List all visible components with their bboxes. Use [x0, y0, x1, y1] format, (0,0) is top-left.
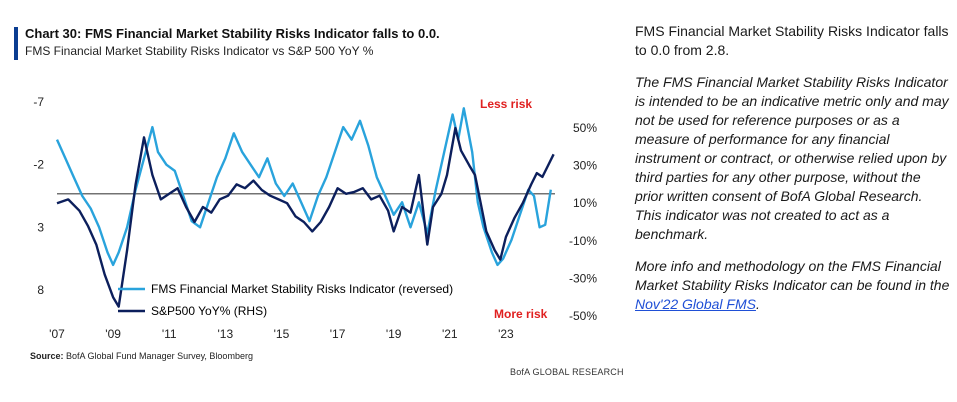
left-tick-label: 8 [37, 283, 44, 297]
annotation-less-risk: Less risk [480, 97, 532, 111]
x-tick-label: '17 [330, 327, 346, 341]
more-info-text: More info and methodology on the FMS Fin… [635, 258, 950, 293]
left-tick-label: 3 [37, 220, 44, 234]
title-accent-bar [14, 27, 18, 60]
x-tick-label: '19 [386, 327, 402, 341]
chart-subtitle: FMS Financial Market Stability Risks Ind… [25, 44, 374, 58]
x-tick-label: '21 [442, 327, 458, 341]
left-tick-label: -7 [33, 95, 44, 109]
series-line-fms-indicator [55, 107, 552, 267]
x-tick-label: '07 [49, 327, 65, 341]
x-tick-label: '09 [105, 327, 121, 341]
right-tick-label: 50% [573, 121, 597, 135]
source-text: BofA Global Fund Manager Survey, Bloombe… [63, 351, 253, 361]
chart-panel: Chart 30: FMS Financial Market Stability… [14, 26, 624, 377]
global-fms-link[interactable]: Nov'22 Global FMS [635, 296, 756, 312]
brand-label: BofA GLOBAL RESEARCH [510, 367, 624, 377]
left-tick-label: -2 [33, 158, 44, 172]
legend-label-sp500: S&P500 YoY% (RHS) [151, 304, 267, 318]
series-line-sp500 [56, 126, 555, 308]
right-axis: 50% 30% 10% -10% -30% -50% [569, 121, 597, 323]
chart-title: Chart 30: FMS Financial Market Stability… [25, 26, 440, 41]
line-chart: -7 -2 3 8 50% 30% 10% -10% -30% -50% '07 '09 '11 '1… [33, 95, 597, 341]
disclaimer-text: The FMS Financial Market Stability Risks… [635, 74, 949, 242]
right-tick-label: -50% [569, 309, 597, 323]
x-tick-label: '13 [218, 327, 234, 341]
left-axis: -7 -2 3 8 [33, 95, 44, 297]
x-tick-label: '15 [274, 327, 290, 341]
right-tick-label: -30% [569, 271, 597, 285]
legend-label-fms: FMS Financial Market Stability Risks Ind… [151, 282, 453, 296]
annotation-more-risk: More risk [494, 307, 548, 321]
source-label: Source: [30, 351, 64, 361]
commentary-headline: FMS Financial Market Stability Risks Ind… [635, 23, 949, 58]
right-tick-label: -10% [569, 234, 597, 248]
right-tick-label: 30% [573, 159, 597, 173]
source-note: Source: BofA Global Fund Manager Survey,… [30, 351, 253, 361]
legend: FMS Financial Market Stability Risks Ind… [118, 282, 453, 318]
x-tick-label: '23 [498, 327, 514, 341]
more-info-suffix: . [755, 296, 760, 312]
x-axis: '07 '09 '11 '13 '15 '17 '19 '21 '23 [49, 327, 514, 341]
commentary-panel: FMS Financial Market Stability Risks Ind… [635, 22, 950, 327]
right-tick-label: 10% [573, 196, 597, 210]
more-info-paragraph: More info and methodology on the FMS Fin… [635, 257, 950, 314]
x-tick-label: '11 [162, 327, 177, 341]
